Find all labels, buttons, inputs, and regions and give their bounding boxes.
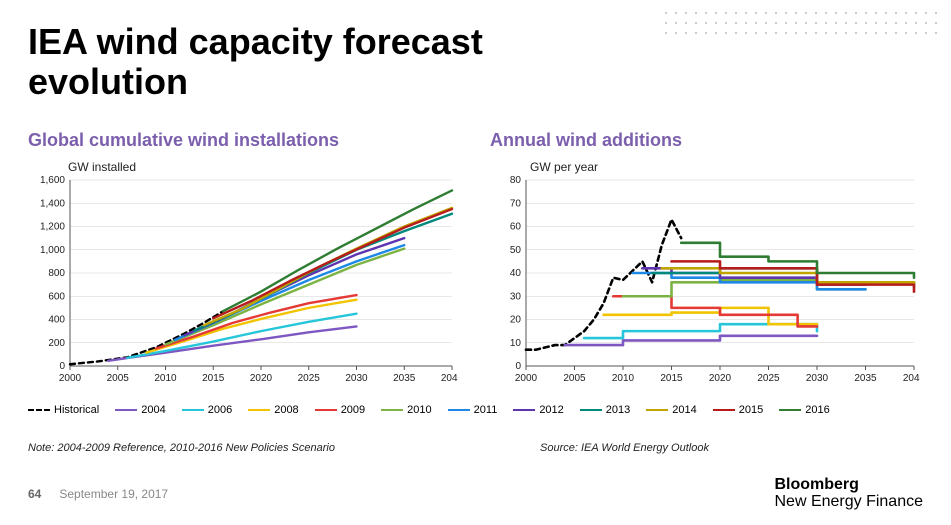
legend: Historical 2004 2006 2008 2009 2010 2011 2012 20… [28,404,928,416]
note-left: Note: 2004-2009 Reference, 2010-2016 New… [28,442,335,454]
brand: Bloomberg New Energy Finance [774,477,923,511]
svg-text:2020: 2020 [709,373,732,384]
svg-text:1,000: 1,000 [40,245,65,256]
legend-label: 2015 [739,404,763,416]
legend-item: Historical [28,404,99,416]
svg-text:2030: 2030 [345,373,368,384]
svg-text:2035: 2035 [854,373,877,384]
legend-swatch [646,409,668,411]
note-right: Source: IEA World Energy Outlook [540,442,709,454]
legend-label: 2009 [341,404,365,416]
legend-label: 2004 [141,404,165,416]
page-number: 64 [28,487,41,501]
svg-text:10: 10 [510,338,522,349]
svg-text:40: 40 [510,268,522,279]
legend-item: 2004 [115,404,165,416]
brand-line1: Bloomberg [774,477,923,494]
subtitle-right: Annual wind additions [490,130,682,151]
svg-text:20: 20 [510,315,522,326]
legend-swatch [248,409,270,411]
legend-label: 2011 [474,404,498,416]
legend-swatch [580,409,602,411]
legend-item: 2012 [513,404,563,416]
svg-text:2005: 2005 [107,373,130,384]
svg-text:2035: 2035 [393,373,416,384]
legend-swatch [779,409,801,411]
dot-grid-decoration [661,8,941,40]
svg-text:600: 600 [48,291,65,302]
svg-text:2020: 2020 [250,373,273,384]
footer: 64 September 19, 2017 Bloomberg New Ener… [0,465,951,525]
legend-item: 2014 [646,404,696,416]
legend-swatch [381,409,403,411]
svg-text:200: 200 [48,338,65,349]
svg-text:0: 0 [59,361,65,372]
svg-text:0: 0 [515,361,521,372]
svg-text:2040: 2040 [441,373,458,384]
legend-label: 2008 [274,404,298,416]
svg-text:2025: 2025 [757,373,780,384]
legend-label: 2006 [208,404,232,416]
ylabel-left: GW installed [68,160,458,174]
svg-text:60: 60 [510,222,522,233]
svg-text:2025: 2025 [298,373,321,384]
legend-swatch [182,409,204,411]
svg-text:1,200: 1,200 [40,222,65,233]
legend-swatch [115,409,137,411]
svg-text:800: 800 [48,268,65,279]
legend-swatch [713,409,735,411]
svg-text:2005: 2005 [563,373,586,384]
svg-text:2010: 2010 [612,373,635,384]
legend-swatch [448,409,470,411]
legend-item: 2015 [713,404,763,416]
svg-text:1,400: 1,400 [40,198,65,209]
svg-text:2030: 2030 [806,373,829,384]
svg-text:2010: 2010 [154,373,177,384]
page-title: IEA wind capacity forecast evolution [28,22,628,101]
svg-text:50: 50 [510,245,522,256]
svg-text:30: 30 [510,291,522,302]
legend-item: 2016 [779,404,829,416]
subtitle-left: Global cumulative wind installations [28,130,339,151]
ylabel-right: GW per year [530,160,920,174]
svg-text:2000: 2000 [59,373,82,384]
legend-item: 2010 [381,404,431,416]
legend-label: 2012 [539,404,563,416]
chart-annual: GW per year 0102030405060708020002005201… [490,160,920,390]
legend-item: 2006 [182,404,232,416]
chart-annual-svg: 0102030405060708020002005201020152020202… [490,176,920,386]
legend-label: 2013 [606,404,630,416]
svg-text:80: 80 [510,176,522,186]
legend-item: 2013 [580,404,630,416]
svg-text:2000: 2000 [515,373,538,384]
svg-text:2015: 2015 [202,373,225,384]
brand-line2: New Energy Finance [774,494,923,511]
legend-item: 2009 [315,404,365,416]
legend-label: 2016 [805,404,829,416]
legend-swatch [513,409,535,411]
legend-item: 2008 [248,404,298,416]
footer-date: September 19, 2017 [59,487,168,501]
chart-cumulative: GW installed 0 200 400 600 800 1,000 1,200 1,40… [28,160,458,390]
legend-label: 2010 [407,404,431,416]
legend-item: 2011 [448,404,498,416]
svg-text:1,600: 1,600 [40,176,65,186]
legend-swatch [28,409,50,411]
svg-text:2040: 2040 [903,373,920,384]
legend-label: Historical [54,404,99,416]
svg-text:70: 70 [510,198,522,209]
legend-swatch [315,409,337,411]
svg-text:400: 400 [48,315,65,326]
chart-cumulative-svg: 0 200 400 600 800 1,000 1,200 1,400 1,600 2000 200… [28,176,458,386]
legend-label: 2014 [672,404,696,416]
svg-text:2015: 2015 [660,373,683,384]
